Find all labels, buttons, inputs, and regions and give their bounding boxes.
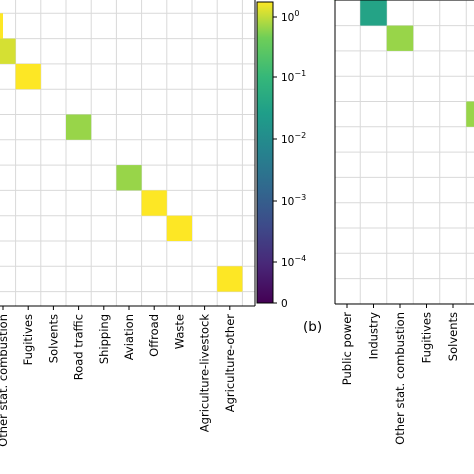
colorbar-tick-exponent: −2	[294, 131, 306, 140]
x-tick-label-agriculture-livestock: Agriculture-livestock	[198, 314, 212, 433]
colorbar-tick-label: 10−4	[281, 254, 306, 269]
x-tick-label-other-stat-combustion: Other stat. combustion	[393, 312, 407, 445]
panel-label: (b)	[303, 319, 322, 335]
heatmap-cell-road-traffic	[466, 101, 474, 127]
colorbar-tick-base: 0	[281, 298, 288, 310]
x-tick-label-waste: Waste	[172, 314, 186, 349]
x-tick-label-fugitives: Fugitives	[21, 314, 35, 365]
colorbar-tick-base: 10	[281, 72, 294, 84]
colorbar-tick-label: 100	[281, 9, 299, 24]
heatmap-cell-fugitives	[15, 63, 41, 90]
colorbar-tick-base: 10	[281, 196, 294, 208]
x-tick-label-offroad: Offroad	[147, 314, 161, 357]
colorbar-tick-exponent: −3	[294, 193, 306, 202]
colorbar-tick-label: 0	[281, 298, 288, 310]
colorbar-tick-label: 10−3	[281, 193, 306, 208]
x-tick-label-public-power: Public power	[340, 312, 354, 386]
heatmap-cell-waste	[166, 215, 192, 241]
heatmap-cell-agriculture-other	[217, 266, 243, 292]
x-tick-label-road-traffic: Road traffic	[72, 314, 86, 380]
x-tick-label-road-traffic: Road traffic	[473, 312, 474, 378]
colorbar-tick-label: 10−1	[281, 69, 306, 84]
heatmap-cell-partial	[0, 13, 3, 39]
x-tick-label-shipping: Shipping	[97, 314, 111, 364]
colorbar-tick-label: 10−2	[281, 131, 306, 146]
x-tick-label-agriculture-other: Agriculture-other	[223, 314, 237, 413]
colorbar-tick-base: 10	[281, 134, 294, 146]
heatmap-cell-aviation	[116, 165, 142, 191]
colorbar-gradient	[256, 1, 274, 304]
heatmap-cell-offroad	[141, 190, 167, 216]
heatmap-panel-a: Other stat. combustion Fugitives Solvents R…	[0, 0, 256, 447]
heatmap-cell-industry	[360, 0, 387, 26]
colorbar-tick-exponent: −4	[294, 254, 306, 263]
x-tick-label-other-stat-combustion: Other stat. combustion	[0, 314, 10, 447]
x-tick-label-industry: Industry	[367, 312, 381, 359]
heatmap-cell-other-stat-combustion	[0, 38, 16, 64]
x-tick-label-aviation: Aviation	[122, 314, 136, 360]
heatmap-cell-road-traffic	[66, 114, 92, 140]
colorbar-tick-base: 10	[281, 257, 294, 269]
colorbar-tick-base: 10	[281, 12, 294, 24]
x-tick-label-fugitives: Fugitives	[420, 312, 434, 363]
heatmap-cell-other-stat-combustion	[386, 25, 414, 51]
colorbar-tick-exponent: 0	[294, 9, 299, 18]
x-tick-label-solvents: Solvents	[446, 312, 460, 361]
heatmap-panel-b: Public power Industry Other stat. combusti…	[303, 0, 474, 445]
colorbar-tick-exponent: −1	[294, 69, 306, 78]
x-tick-label-solvents: Solvents	[46, 314, 60, 363]
